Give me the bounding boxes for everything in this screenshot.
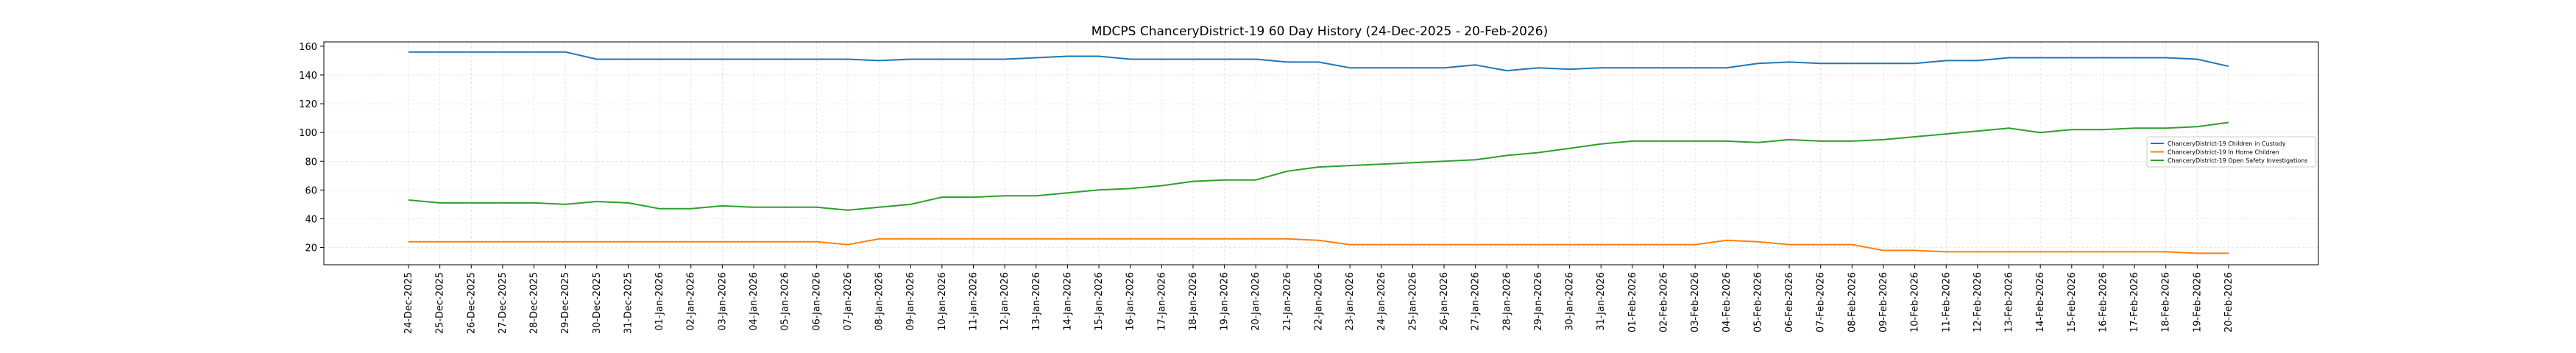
x-tick-label: 12-Feb-2026	[1972, 272, 1984, 332]
y-tick-label: 40	[305, 214, 317, 225]
x-tick-label: 30-Jan-2026	[1565, 272, 1576, 331]
x-tick-label: 10-Jan-2026	[937, 272, 948, 331]
x-tick-label: 13-Jan-2026	[1031, 272, 1042, 331]
x-tick-label: 20-Jan-2026	[1250, 272, 1262, 331]
x-tick-label: 28-Dec-2025	[529, 272, 540, 334]
chart-title: MDCPS ChanceryDistrict-19 60 Day History…	[1091, 24, 1548, 39]
x-tick-label: 02-Feb-2026	[1659, 272, 1670, 332]
x-tick-label: 25-Jan-2026	[1407, 272, 1418, 331]
x-tick-label: 25-Dec-2025	[435, 272, 446, 334]
x-tick-label: 24-Jan-2026	[1376, 272, 1387, 331]
x-tick-label: 19-Feb-2026	[2192, 272, 2203, 332]
series-lines	[408, 51, 2229, 254]
y-tick-label: 80	[305, 157, 317, 168]
series-line-3	[408, 121, 2229, 211]
grid-lines	[324, 42, 2318, 265]
x-tick-label: 11-Jan-2026	[968, 272, 979, 331]
x-tick-label: 13-Feb-2026	[2004, 272, 2015, 332]
x-tick-label: 18-Feb-2026	[2161, 272, 2172, 332]
x-tick-label: 27-Dec-2025	[498, 272, 509, 334]
x-tick-label: 12-Jan-2026	[999, 272, 1011, 331]
legend-label: ChanceryDistrict-19 Open Safety Investig…	[2168, 157, 2307, 164]
x-tick-label: 16-Jan-2026	[1125, 272, 1136, 331]
x-tick-label: 26-Dec-2025	[466, 272, 477, 334]
x-tick-label: 26-Jan-2026	[1439, 272, 1450, 331]
x-tick-label: 24-Dec-2025	[403, 272, 414, 334]
y-tick-label: 160	[299, 42, 317, 53]
y-tick-label: 120	[299, 99, 317, 110]
x-tick-label: 03-Feb-2026	[1690, 272, 1701, 332]
x-tick-label: 04-Jan-2026	[749, 272, 760, 331]
x-tick-label: 01-Feb-2026	[1627, 272, 1638, 332]
x-axis: 24-Dec-2025 25-Dec-2025 26-Dec-2025 27-Dec-…	[403, 265, 2234, 334]
y-tick-label: 60	[305, 185, 317, 196]
x-tick-label: 21-Jan-2026	[1282, 272, 1293, 331]
x-tick-label: 10-Feb-2026	[1910, 272, 1921, 332]
x-tick-label: 15-Feb-2026	[2067, 272, 2078, 332]
x-tick-label: 01-Jan-2026	[654, 272, 665, 331]
x-tick-label: 28-Jan-2026	[1501, 272, 1512, 331]
legend-label: ChanceryDistrict-19 Children in Custody	[2168, 140, 2286, 147]
x-tick-label: 04-Feb-2026	[1722, 272, 1733, 332]
x-tick-label: 31-Dec-2025	[623, 272, 634, 334]
x-tick-label: 07-Feb-2026	[1816, 272, 1827, 332]
x-tick-label: 05-Feb-2026	[1752, 272, 1763, 332]
x-tick-label: 17-Jan-2026	[1156, 272, 1167, 331]
x-tick-label: 22-Jan-2026	[1314, 272, 1325, 331]
x-tick-label: 31-Jan-2026	[1596, 272, 1607, 331]
y-tick-label: 20	[305, 243, 317, 254]
x-tick-label: 16-Feb-2026	[2098, 272, 2109, 332]
x-tick-label: 14-Feb-2026	[2035, 272, 2046, 332]
legend-box	[2146, 136, 2316, 168]
x-tick-label: 29-Jan-2026	[1533, 272, 1544, 331]
x-tick-label: 15-Jan-2026	[1094, 272, 1105, 331]
series-line-2	[408, 238, 2229, 254]
x-tick-label: 02-Jan-2026	[686, 272, 697, 331]
x-tick-label: 09-Jan-2026	[905, 272, 916, 331]
x-tick-label: 05-Jan-2026	[780, 272, 791, 331]
y-tick-label: 140	[299, 71, 317, 82]
x-tick-label: 18-Jan-2026	[1188, 272, 1199, 331]
x-tick-label: 19-Jan-2026	[1220, 272, 1231, 331]
legend: ChanceryDistrict-19 Children in Custody C…	[2146, 136, 2316, 168]
x-tick-label: 30-Dec-2025	[592, 272, 603, 334]
x-tick-label: 20-Feb-2026	[2223, 272, 2234, 332]
y-tick-label: 100	[299, 128, 317, 139]
x-tick-label: 29-Dec-2025	[560, 272, 571, 334]
x-tick-label: 06-Jan-2026	[811, 272, 822, 331]
x-tick-label: 11-Feb-2026	[1941, 272, 1952, 332]
x-tick-label: 27-Jan-2026	[1471, 272, 1482, 331]
series-line-1	[408, 51, 2229, 72]
x-tick-label: 07-Jan-2026	[843, 272, 854, 331]
x-tick-label: 14-Jan-2026	[1062, 272, 1073, 331]
x-tick-label: 06-Feb-2026	[1784, 272, 1795, 332]
y-axis: 20 40 60 80 100 120 140 160	[299, 42, 324, 254]
legend-label: ChanceryDistrict-19 In Home Children	[2168, 149, 2279, 156]
plot-frame	[323, 41, 2319, 265]
x-tick-label: 08-Feb-2026	[1847, 272, 1858, 332]
x-tick-label: 09-Feb-2026	[1878, 272, 1889, 332]
x-tick-label: 03-Jan-2026	[717, 272, 728, 331]
x-tick-label: 17-Feb-2026	[2129, 272, 2140, 332]
x-tick-label: 23-Jan-2026	[1345, 272, 1356, 331]
x-tick-label: 08-Jan-2026	[874, 272, 885, 331]
